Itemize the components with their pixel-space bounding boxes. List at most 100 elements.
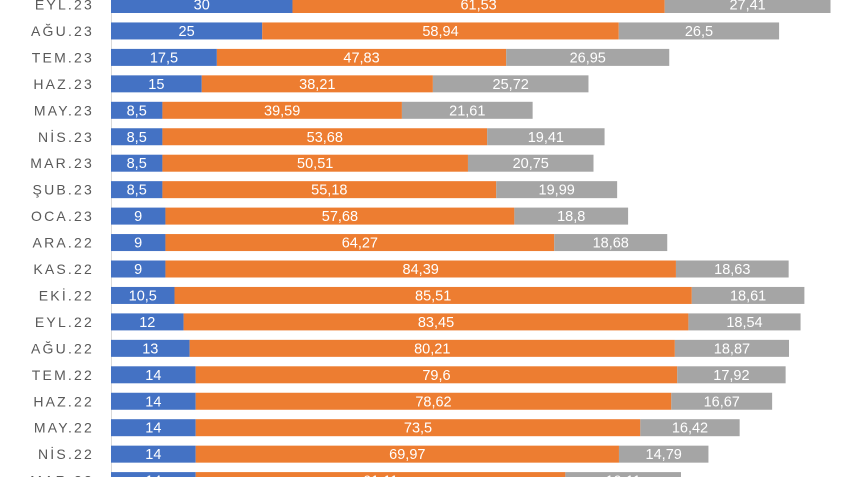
- value-label: 15: [148, 77, 164, 93]
- bar-segment-2-mar.23: [162, 154, 468, 172]
- bar-segment-1-tem.22: [111, 366, 196, 384]
- bar-segment-3-oca.23: [514, 207, 629, 225]
- category-label: AĞU.23: [31, 23, 94, 39]
- bar-segment-3-kas.22: [675, 260, 789, 278]
- value-label: 61,53: [460, 0, 496, 14]
- value-label: 26,95: [570, 50, 606, 66]
- value-label: 14: [145, 447, 161, 463]
- value-label: 8,5: [127, 103, 147, 119]
- value-label: 14: [145, 474, 161, 477]
- value-label: 9: [134, 209, 142, 225]
- bar-segment-1-ağu.22: [111, 339, 190, 357]
- bar-segment-3-tem.23: [506, 48, 670, 66]
- category-label: HAZ.23: [33, 76, 94, 92]
- value-label: 78,62: [415, 394, 451, 410]
- value-label: 21,61: [449, 103, 485, 119]
- bar-segment-3-şub.23: [496, 181, 618, 199]
- value-label: 19,11: [606, 474, 641, 477]
- value-label: 8,5: [127, 156, 147, 172]
- value-label: 85,51: [415, 288, 451, 304]
- value-label: 73,5: [404, 421, 432, 437]
- bar-segment-1-may.22: [111, 419, 196, 437]
- value-labels-group: 14 61,11 19,11 14 69,97 14,79 14 73,5 16,42 14 78,…: [127, 0, 767, 477]
- bar-segment-3-ara.22: [554, 234, 668, 252]
- value-label: 13: [142, 341, 158, 357]
- bar-segment-1-şub.23: [111, 181, 163, 199]
- value-label: 38,21: [299, 77, 335, 93]
- value-label: 9: [134, 262, 142, 278]
- bar-segment-2-haz.22: [195, 392, 672, 410]
- value-label: 14,79: [646, 447, 682, 463]
- category-label: NİS.22: [38, 445, 94, 462]
- category-label: TEM.22: [32, 367, 94, 383]
- category-labels-group: MAR.22 NİS.22 MAY.22 HAZ.22 TEM.22 AĞU.22 EYL.…: [30, 0, 94, 477]
- bar-segment-3-eki̇.22: [691, 286, 805, 304]
- category-label: ARA.22: [33, 235, 94, 251]
- category-label: TEM.23: [32, 49, 94, 65]
- category-label: MAY.23: [34, 102, 94, 118]
- bar-segment-2-ni̇s.22: [195, 445, 619, 463]
- bar-segment-3-eyl.22: [688, 313, 801, 331]
- bar-segment-2-ağu.22: [189, 339, 675, 357]
- category-label: EYL.23: [35, 0, 94, 13]
- bar-segment-2-eyl.23: [292, 0, 665, 13]
- bar-segment-3-haz.23: [432, 75, 589, 93]
- bar-segment-2-ara.22: [165, 234, 555, 252]
- bar-segment-3-haz.22: [671, 392, 773, 410]
- value-label: 53,68: [307, 130, 343, 146]
- value-label: 18,68: [593, 236, 629, 252]
- bar-segment-3-ni̇s.22: [618, 445, 709, 463]
- bar-segment-1-eki̇.22: [111, 286, 175, 304]
- category-label: EYL.22: [35, 314, 94, 330]
- bar-segment-2-kas.22: [165, 260, 676, 278]
- bar-segment-1-may.23: [111, 101, 163, 119]
- bar-segment-3-ni̇s.23: [487, 128, 605, 146]
- value-label: 12: [139, 315, 155, 331]
- category-label: MAR.22: [30, 473, 94, 477]
- category-label: MAR.23: [30, 155, 94, 171]
- value-label: 17,92: [713, 368, 749, 384]
- value-label: 69,97: [389, 447, 425, 463]
- bar-segment-2-ni̇s.23: [162, 128, 488, 146]
- value-label: 39,59: [264, 103, 300, 119]
- value-label: 8,5: [127, 130, 147, 146]
- bar-segment-3-tem.22: [677, 366, 786, 384]
- value-label: 83,45: [418, 315, 454, 331]
- bars-group: [111, 0, 831, 477]
- bar-segment-3-mar.23: [467, 154, 594, 172]
- bar-segment-1-mar.22: [111, 472, 196, 477]
- bar-segment-1-eyl.22: [111, 313, 184, 331]
- bar-segment-2-haz.23: [201, 75, 433, 93]
- bar-segment-3-ağu.22: [674, 339, 790, 357]
- category-label: HAZ.22: [33, 393, 94, 409]
- value-label: 80,21: [414, 341, 450, 357]
- value-label: 19,99: [539, 183, 575, 199]
- bar-segment-2-eki̇.22: [174, 286, 692, 304]
- value-label: 61,11: [363, 474, 398, 477]
- value-label: 57,68: [322, 209, 358, 225]
- category-label: MAY.22: [34, 420, 94, 436]
- value-label: 50,51: [297, 156, 333, 172]
- category-label: ŞUB.23: [33, 182, 94, 198]
- bar-segment-1-haz.22: [111, 392, 196, 410]
- value-label: 14: [145, 368, 161, 384]
- value-label: 8,5: [127, 183, 147, 199]
- bar-segment-1-haz.23: [111, 75, 202, 93]
- bar-segment-1-ağu.23: [111, 22, 263, 40]
- bar-segment-2-ağu.23: [262, 22, 619, 40]
- bar-segment-2-şub.23: [162, 181, 497, 199]
- bar-segment-1-ni̇s.23: [111, 128, 163, 146]
- value-label: 14: [145, 421, 161, 437]
- bar-segment-1-ni̇s.22: [111, 445, 196, 463]
- bar-segment-1-mar.23: [111, 154, 163, 172]
- bar-segment-2-oca.23: [165, 207, 515, 225]
- value-label: 55,18: [311, 183, 347, 199]
- bar-segment-2-tem.23: [216, 48, 507, 66]
- value-label: 18,54: [726, 315, 762, 331]
- value-label: 25,72: [493, 77, 529, 93]
- bar-segment-1-tem.23: [111, 48, 217, 66]
- category-label: NİS.23: [38, 128, 94, 145]
- value-label: 47,83: [343, 50, 379, 66]
- value-label: 19,41: [528, 130, 564, 146]
